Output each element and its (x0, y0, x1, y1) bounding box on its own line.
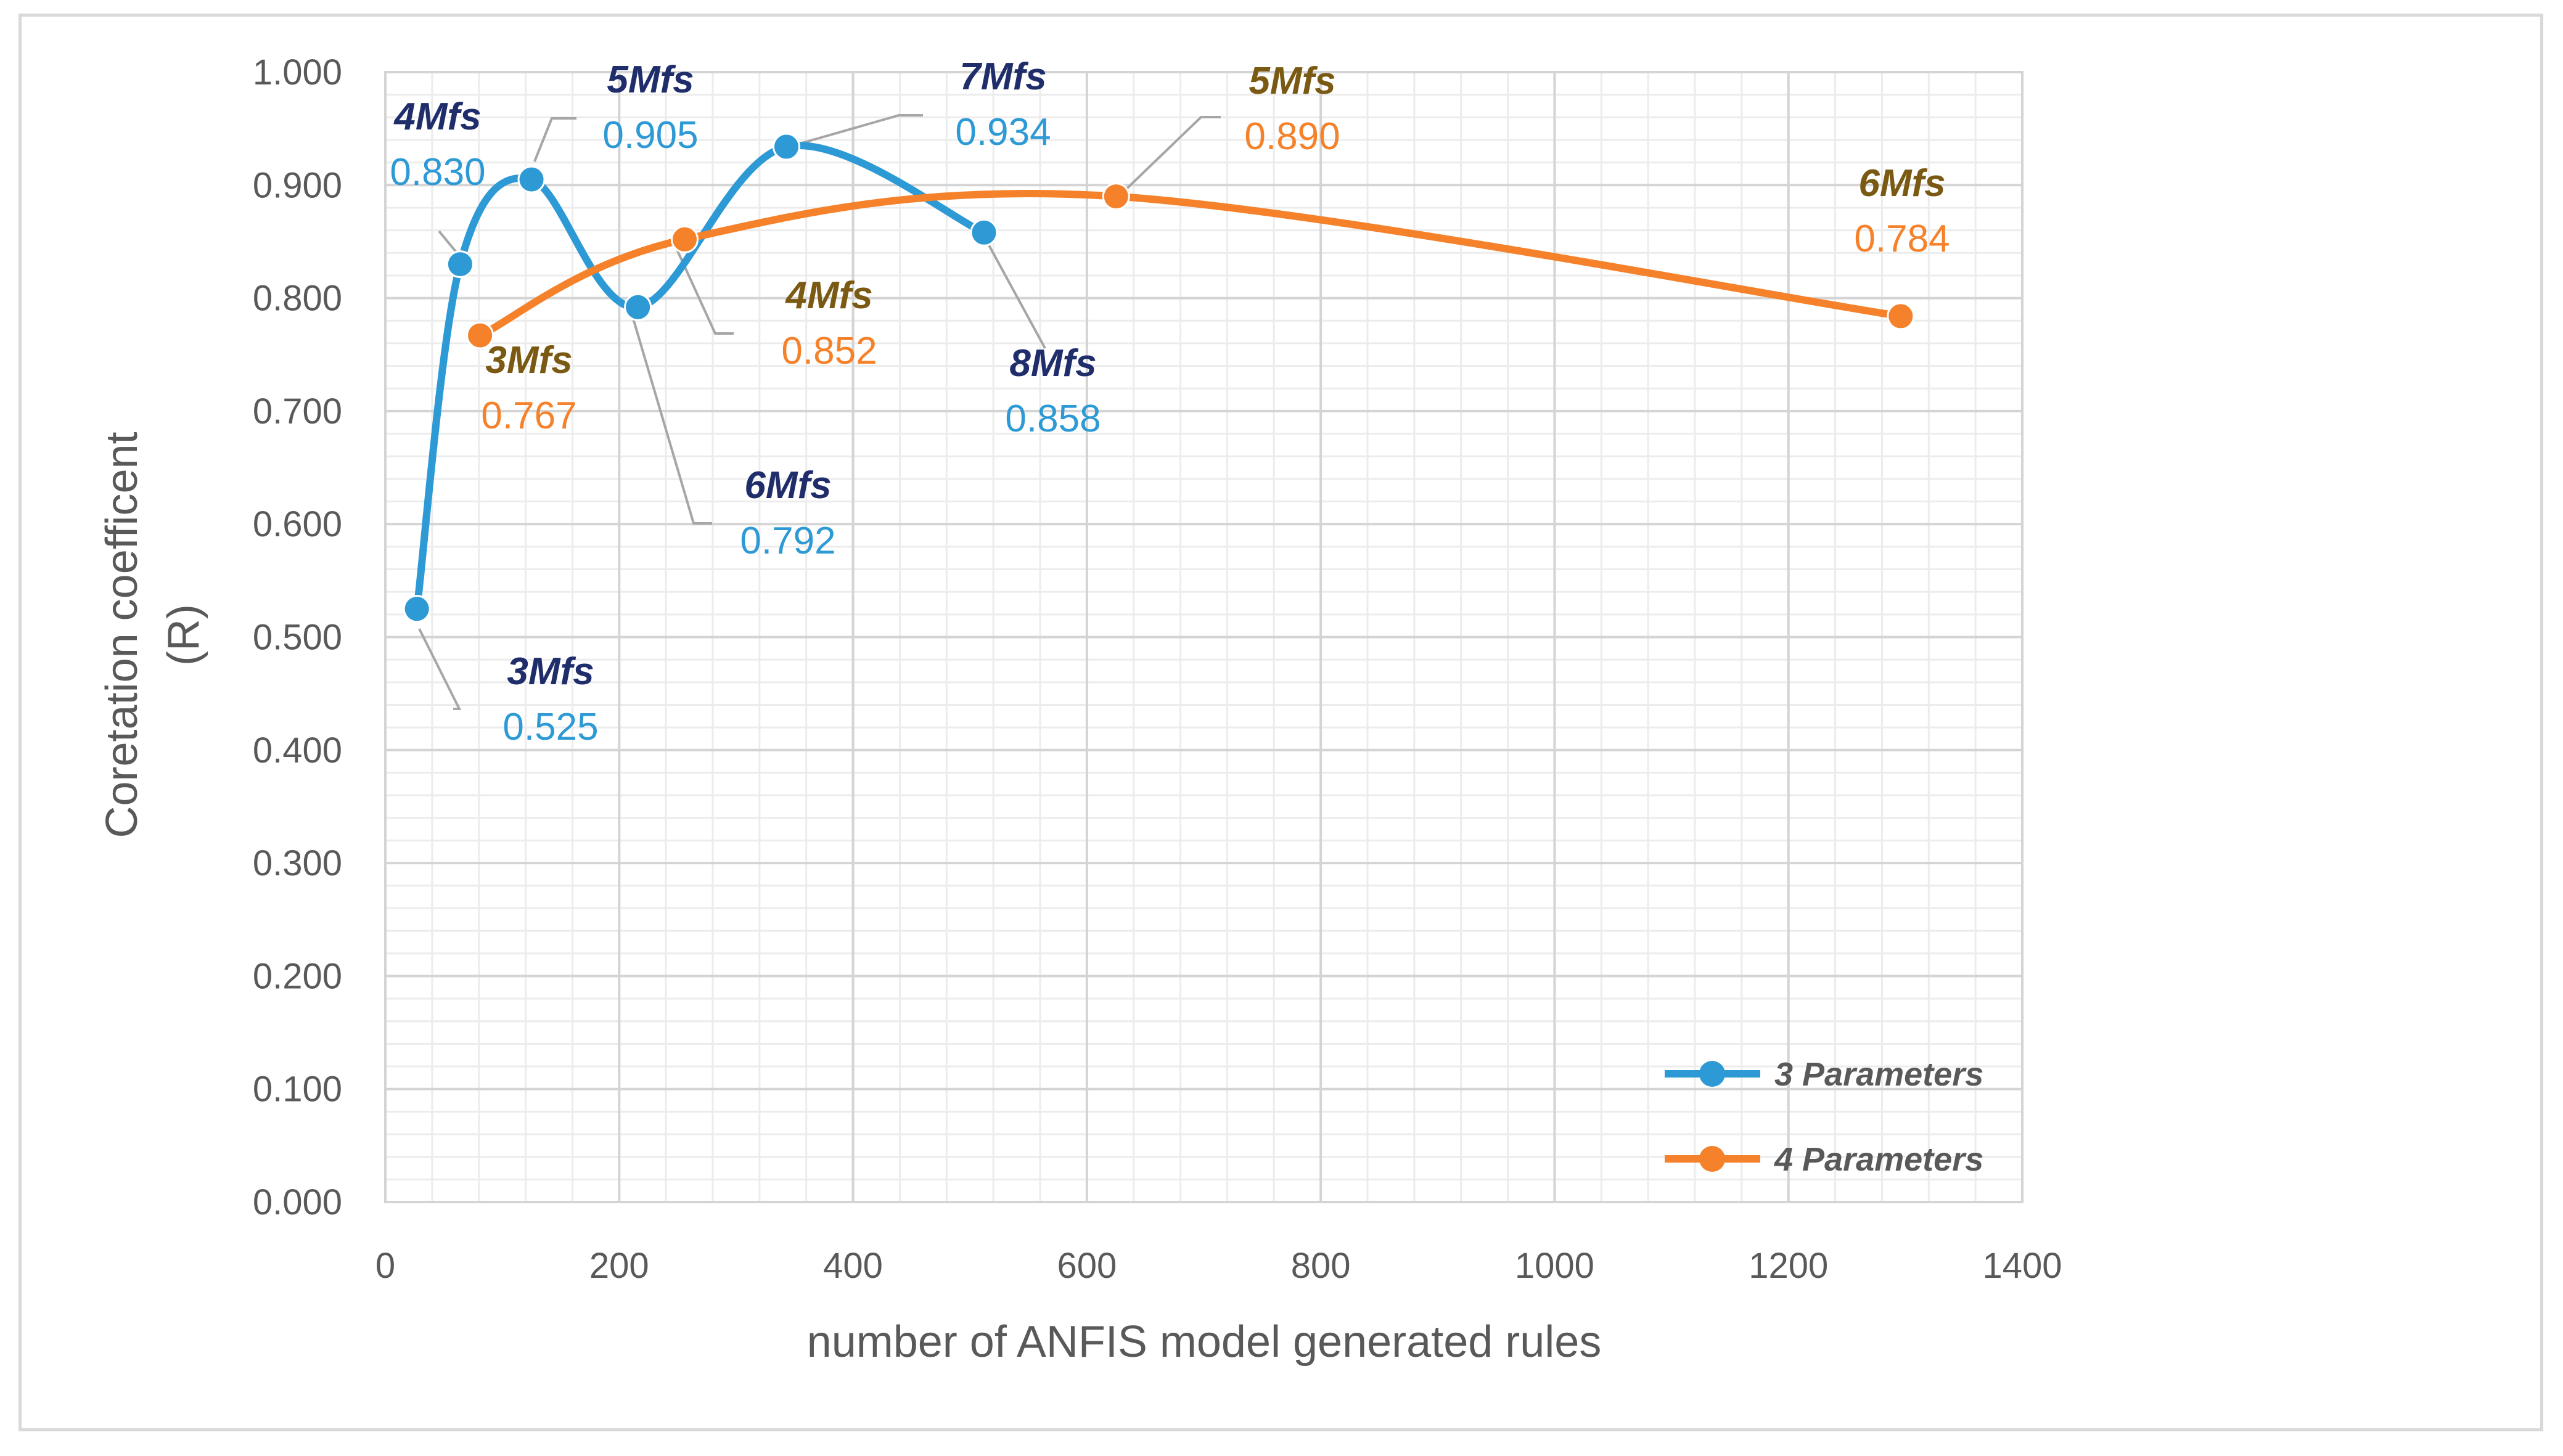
y-tick-labels: 0.000 0.100 0.200 0.300 0.400 0.500 0.600 0.700… (253, 52, 342, 1222)
data-label-value: 0.792 (740, 520, 835, 562)
y-tick-label: 1.000 (253, 52, 342, 92)
chart-frame (18, 14, 2543, 1431)
data-label-mfs: 7Mfs (959, 55, 1046, 98)
data-label-value: 0.858 (1005, 398, 1101, 440)
data-label-mfs: 4Mfs (784, 274, 872, 317)
y-axis-title-line-1: Coretation coefficent (97, 431, 147, 838)
y-tick-label: 0.100 (253, 1070, 342, 1110)
axes (384, 71, 2024, 1203)
x-tick-label: 1000 (1515, 1246, 1594, 1286)
series-line-2 (476, 189, 1905, 340)
x-tick-label: 1400 (1982, 1246, 2062, 1286)
data-label-value: 0.525 (502, 706, 598, 748)
x-tick-label: 0 (375, 1246, 395, 1286)
data-label-mfs: 5Mfs (1249, 60, 1335, 102)
data-point-s1-2 (446, 250, 474, 279)
data-label-mfs: 3Mfs (485, 339, 572, 382)
data-point-s2-3 (1102, 182, 1130, 211)
data-point-s1-3 (517, 165, 546, 194)
data-point-s2-1 (466, 321, 494, 350)
y-tick-label: 0.600 (253, 504, 342, 544)
data-label-mfs: 6Mfs (1858, 162, 1945, 205)
x-tick-label: 400 (823, 1246, 883, 1286)
legend-label-2: 4 Parameters (1774, 1141, 1983, 1178)
data-point-s1-1 (403, 595, 431, 623)
data-labels: 3Mfs 0.525 4Mfs 0.830 5Mfs 0.905 6Mfs 0.792 7Mfs… (390, 55, 1950, 748)
data-label-mfs: 6Mfs (744, 464, 831, 507)
legend-marker-2 (1699, 1146, 1725, 1172)
leader-line (983, 237, 1046, 349)
data-label-mfs: 4Mfs (393, 96, 481, 138)
leader-line (676, 249, 734, 335)
data-label-value: 0.830 (390, 151, 485, 194)
data-label-value: 0.767 (481, 395, 576, 437)
leader-line (1117, 116, 1221, 198)
major-gridlines (384, 71, 2024, 1203)
data-point-s2-4 (1887, 302, 1915, 330)
data-label-value: 0.890 (1244, 115, 1340, 158)
series-group (403, 133, 1915, 623)
y-tick-label: 0.700 (253, 391, 342, 431)
legend: 3 Parameters 4 Parameters (1665, 1056, 1983, 1178)
data-label-mfs: 5Mfs (607, 59, 694, 101)
data-point-s1-5 (772, 133, 800, 161)
legend-label-1: 3 Parameters (1774, 1056, 1983, 1093)
data-point-s2-2 (670, 225, 699, 253)
y-tick-label: 0.400 (253, 730, 342, 771)
x-tick-label: 800 (1291, 1246, 1351, 1286)
data-label-value: 0.784 (1854, 218, 1950, 260)
label-leader-lines (418, 114, 1221, 710)
x-tick-labels: 0 200 400 600 800 1000 1200 1400 (375, 1246, 2062, 1286)
series-line-1 (413, 142, 988, 613)
x-tick-label: 1200 (1749, 1246, 1828, 1286)
y-tick-label: 0.800 (253, 279, 342, 319)
x-axis-title: number of ANFIS model generated rules (807, 1317, 1602, 1367)
data-point-s1-4 (624, 293, 652, 321)
data-label-value: 0.852 (781, 330, 877, 372)
y-tick-label: 0.300 (253, 843, 342, 883)
y-tick-label: 0.000 (253, 1182, 342, 1222)
data-label-value: 0.934 (955, 111, 1051, 153)
leader-line (629, 308, 712, 525)
plot-area-border (384, 71, 2024, 1203)
leader-line (533, 117, 576, 162)
y-tick-label: 0.500 (253, 618, 342, 658)
x-tick-label: 600 (1057, 1246, 1117, 1286)
leader-line (795, 114, 923, 146)
data-point-s1-6 (970, 218, 998, 247)
data-label-value: 0.905 (602, 114, 698, 157)
data-label-mfs: 8Mfs (1009, 342, 1096, 385)
data-label-mfs: 3Mfs (507, 650, 594, 693)
leader-line (418, 628, 462, 710)
y-tick-label: 0.200 (253, 956, 342, 996)
y-tick-label: 0.900 (253, 165, 342, 205)
y-axis-title-line-2: (R) (159, 604, 208, 666)
legend-marker-1 (1699, 1061, 1725, 1087)
x-tick-label: 200 (589, 1246, 649, 1286)
